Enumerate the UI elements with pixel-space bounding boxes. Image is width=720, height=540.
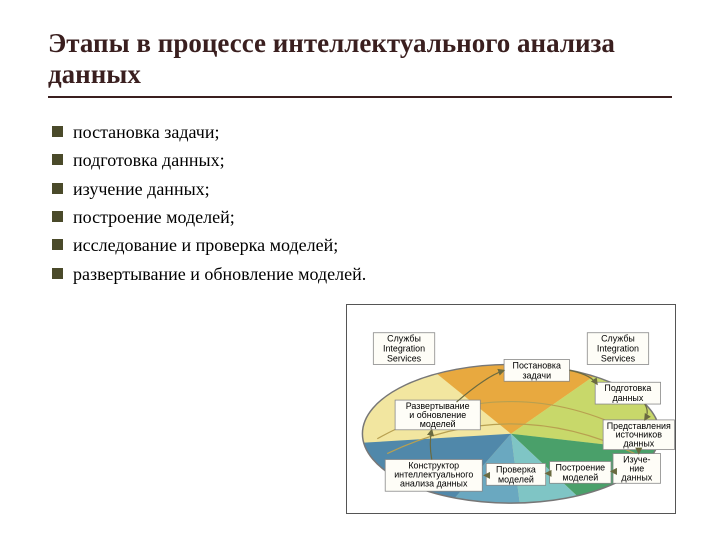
svg-text:Постановка: Постановка bbox=[513, 360, 561, 370]
bullet-icon bbox=[52, 239, 63, 250]
box-designer: Конструктор интеллектуального анализа да… bbox=[385, 460, 482, 492]
outer-label-left: Службы Integration Services bbox=[373, 333, 434, 365]
svg-text:данных: данных bbox=[621, 472, 652, 482]
svg-text:Подготовка: Подготовка bbox=[604, 383, 651, 393]
outer-label-right: Службы Integration Services bbox=[587, 333, 648, 365]
box-task: Постановка задачи bbox=[504, 359, 569, 381]
process-diagram: Службы Integration Services Службы Integ… bbox=[346, 304, 676, 514]
svg-text:Службы: Службы bbox=[601, 334, 635, 344]
title-underline bbox=[48, 96, 672, 98]
bullet-icon bbox=[52, 268, 63, 279]
svg-text:моделей: моделей bbox=[562, 472, 598, 482]
bullet-icon bbox=[52, 126, 63, 137]
slide-title: Этапы в процессе интеллектуального анали… bbox=[48, 28, 672, 90]
box-sources: Представления источников данных bbox=[603, 420, 674, 450]
bullet-text: изучение данных; bbox=[73, 177, 210, 201]
bullet-list: постановка задачи; подготовка данных; из… bbox=[48, 120, 672, 286]
svg-text:Integration: Integration bbox=[597, 344, 639, 354]
list-item: построение моделей; bbox=[52, 205, 672, 229]
bullet-icon bbox=[52, 183, 63, 194]
bullet-icon bbox=[52, 154, 63, 165]
box-validate: Проверка моделей bbox=[486, 463, 545, 485]
svg-text:анализа данных: анализа данных bbox=[400, 478, 468, 488]
bullet-text: развертывание и обновление моделей. bbox=[73, 262, 366, 286]
bullet-text: подготовка данных; bbox=[73, 148, 225, 172]
list-item: подготовка данных; bbox=[52, 148, 672, 172]
svg-text:Integration: Integration bbox=[383, 344, 425, 354]
bullet-text: исследование и проверка моделей; bbox=[73, 233, 338, 257]
svg-text:моделей: моделей bbox=[420, 419, 456, 429]
list-item: постановка задачи; bbox=[52, 120, 672, 144]
box-prep: Подготовка данных bbox=[595, 382, 660, 404]
svg-text:Построение: Построение bbox=[556, 462, 606, 472]
svg-text:Службы: Службы bbox=[387, 334, 421, 344]
svg-text:данных: данных bbox=[623, 439, 654, 449]
svg-text:Services: Services bbox=[601, 353, 636, 363]
svg-text:Services: Services bbox=[387, 353, 422, 363]
list-item: развертывание и обновление моделей. bbox=[52, 262, 672, 286]
list-item: исследование и проверка моделей; bbox=[52, 233, 672, 257]
bullet-text: построение моделей; bbox=[73, 205, 235, 229]
bullet-text: постановка задачи; bbox=[73, 120, 219, 144]
svg-text:данных: данных bbox=[612, 393, 643, 403]
svg-text:Проверка: Проверка bbox=[496, 464, 536, 474]
svg-text:задачи: задачи bbox=[522, 370, 551, 380]
box-deploy: Развертывание и обновление моделей bbox=[395, 400, 480, 430]
list-item: изучение данных; bbox=[52, 177, 672, 201]
box-explore: Изуче- ние данных bbox=[613, 454, 661, 484]
bullet-icon bbox=[52, 211, 63, 222]
svg-text:моделей: моделей bbox=[498, 474, 534, 484]
box-build: Построение моделей bbox=[550, 461, 611, 483]
diagram-svg: Службы Integration Services Службы Integ… bbox=[347, 305, 675, 513]
